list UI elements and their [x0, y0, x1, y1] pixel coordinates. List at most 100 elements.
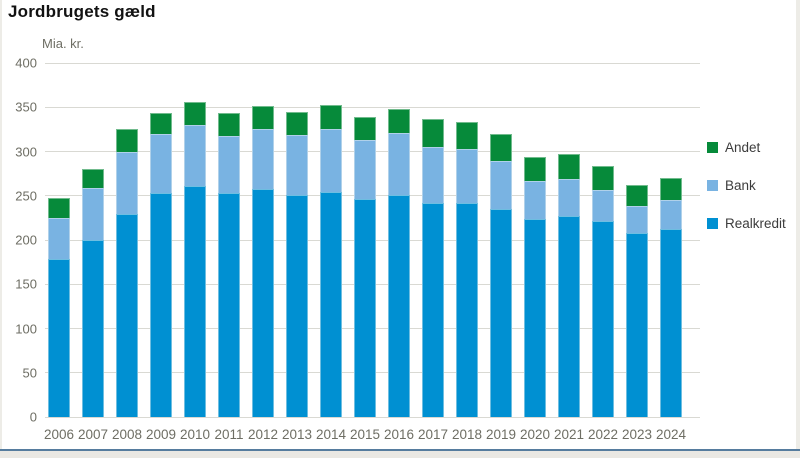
- bar-segment-realkredit-2015: [354, 199, 376, 417]
- bar-segment-bank-2011: [218, 136, 240, 194]
- bar-segment-andet-2008: [116, 128, 138, 152]
- bar-segment-andet-2020: [524, 156, 546, 181]
- bar-segment-realkredit-2009: [150, 193, 172, 417]
- bar-segment-realkredit-2010: [184, 186, 206, 417]
- bar-segment-andet-2019: [490, 133, 512, 162]
- legend-swatch-realkredit-icon: [707, 218, 718, 229]
- bar-segment-andet-2014: [320, 105, 342, 130]
- x-tick-label-2007: 2007: [77, 427, 109, 442]
- bar-segment-andet-2009: [150, 113, 172, 134]
- bar-segment-realkredit-2011: [218, 193, 240, 417]
- bar-segment-realkredit-2012: [252, 188, 274, 417]
- legend-item-bank: Bank: [707, 178, 786, 193]
- bar-segment-andet-2013: [286, 111, 308, 135]
- bar-segment-realkredit-2013: [286, 194, 308, 417]
- bar-segment-bank-2022: [592, 189, 614, 222]
- x-tick-label-2021: 2021: [553, 427, 585, 442]
- bar-segment-andet-2023: [626, 185, 648, 206]
- x-tick-label-2009: 2009: [145, 427, 177, 442]
- y-tick-label-150: 150: [15, 276, 37, 292]
- y-tick-label-200: 200: [15, 232, 37, 248]
- y-tick-label-400: 400: [15, 55, 37, 71]
- x-tick-label-2012: 2012: [247, 427, 279, 442]
- bar-segment-bank-2016: [388, 132, 410, 195]
- chart-title: Jordbrugets gæld: [8, 2, 156, 21]
- x-tick-label-2014: 2014: [315, 427, 347, 442]
- y-tick-label-250: 250: [15, 188, 37, 204]
- bar-segment-andet-2024: [660, 178, 682, 201]
- bar-segment-bank-2007: [82, 187, 104, 240]
- x-tick-label-2016: 2016: [383, 427, 415, 442]
- bar-segment-realkredit-2014: [320, 192, 342, 417]
- bar-segment-bank-2021: [558, 178, 580, 217]
- y-tick-label-300: 300: [15, 144, 37, 159]
- bar-segment-andet-2007: [82, 169, 104, 188]
- legend-item-andet: Andet: [707, 140, 786, 155]
- gridline-0: [45, 416, 700, 418]
- bar-segment-andet-2022: [592, 165, 614, 190]
- page-edge-right: [796, 0, 800, 458]
- bottom-divider-line: [0, 449, 800, 451]
- bar-segment-bank-2013: [286, 134, 308, 195]
- page-edge-left: [0, 0, 2, 458]
- bar-segment-realkredit-2008: [116, 214, 138, 417]
- bar-segment-andet-2011: [218, 113, 240, 137]
- x-tick-label-2010: 2010: [179, 427, 211, 442]
- x-tick-label-2017: 2017: [417, 427, 449, 442]
- x-axis-labels: 2006 2007 2008 2009 2010 2011 2012 2013 2014 2015…: [43, 427, 700, 445]
- x-tick-label-2022: 2022: [587, 427, 619, 442]
- bar-segment-andet-2012: [252, 105, 274, 129]
- x-tick-label-2019: 2019: [485, 427, 517, 442]
- bar-segment-realkredit-2016: [388, 194, 410, 417]
- bar-segment-realkredit-2019: [490, 209, 512, 417]
- legend-label-bank: Bank: [725, 178, 756, 193]
- bar-segment-bank-2008: [116, 151, 138, 215]
- x-tick-label-2020: 2020: [519, 427, 551, 442]
- y-tick-label-0: 0: [29, 409, 37, 425]
- bar-segment-andet-2021: [558, 154, 580, 179]
- bar-segment-realkredit-2007: [82, 240, 104, 417]
- y-axis-unit-label: Mia. kr.: [42, 36, 84, 51]
- legend-swatch-andet-icon: [707, 142, 718, 153]
- x-tick-label-2018: 2018: [451, 427, 483, 442]
- gridline-350: [45, 106, 700, 108]
- bar-segment-bank-2020: [524, 180, 546, 219]
- legend-item-realkredit: Realkredit: [707, 216, 786, 231]
- x-tick-label-2006: 2006: [43, 427, 75, 442]
- bar-segment-andet-2017: [422, 118, 444, 148]
- x-tick-label-2024: 2024: [655, 427, 687, 442]
- bar-segment-realkredit-2023: [626, 232, 648, 417]
- x-tick-label-2013: 2013: [281, 427, 313, 442]
- bar-segment-andet-2010: [184, 101, 206, 125]
- y-tick-label-100: 100: [15, 321, 37, 336]
- bar-segment-realkredit-2018: [456, 202, 478, 417]
- bar-segment-andet-2018: [456, 122, 478, 149]
- bottom-strip: [0, 451, 800, 458]
- plot-area: 0 50 100 150 200 250 300 350 400: [15, 56, 700, 425]
- bar-segment-bank-2017: [422, 147, 444, 203]
- x-tick-label-2011: 2011: [214, 427, 244, 442]
- bar-segment-andet-2006: [48, 198, 70, 218]
- bar-segment-realkredit-2006: [48, 259, 70, 417]
- legend: Andet Bank Realkredit: [707, 140, 786, 254]
- bar-segment-realkredit-2022: [592, 221, 614, 417]
- x-tick-label-2008: 2008: [111, 427, 143, 442]
- x-tick-label-2015: 2015: [349, 427, 381, 442]
- bar-segment-bank-2012: [252, 128, 274, 189]
- x-tick-label-2023: 2023: [621, 427, 653, 442]
- bar-segment-andet-2016: [388, 109, 410, 133]
- bar-segment-realkredit-2024: [660, 228, 682, 417]
- y-tick-label-350: 350: [15, 99, 37, 115]
- y-tick-label-50: 50: [22, 365, 37, 381]
- legend-swatch-bank-icon: [707, 180, 718, 191]
- bar-segment-realkredit-2020: [524, 218, 546, 417]
- bar-segment-realkredit-2021: [558, 216, 580, 417]
- bar-segment-andet-2015: [354, 117, 376, 140]
- bar-segment-bank-2024: [660, 200, 682, 229]
- legend-label-andet: Andet: [725, 140, 761, 155]
- bar-segment-bank-2009: [150, 133, 172, 194]
- legend-label-realkredit: Realkredit: [725, 216, 786, 231]
- bar-segment-realkredit-2017: [422, 202, 444, 417]
- bar-segment-bank-2014: [320, 129, 342, 193]
- bar-segment-bank-2006: [48, 217, 70, 260]
